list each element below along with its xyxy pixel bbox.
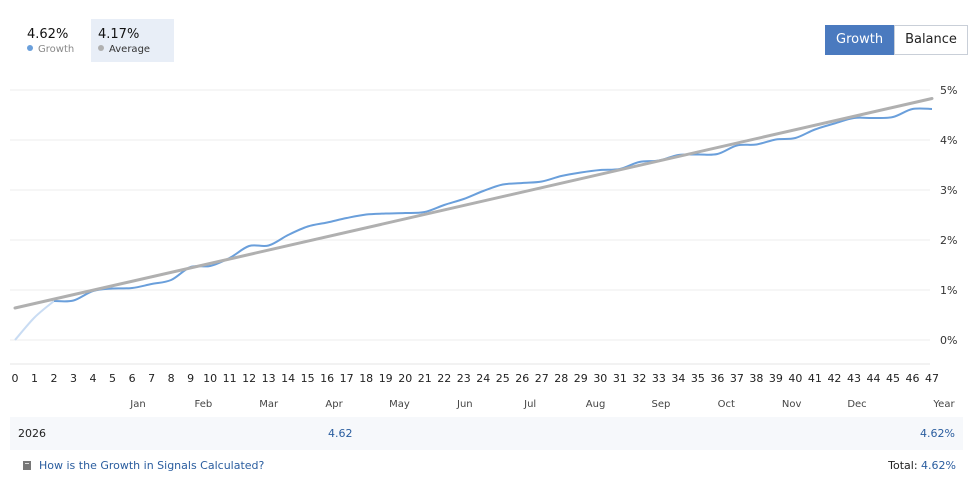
x-tick-label: 7 bbox=[148, 372, 155, 385]
x-tick-label: 33 bbox=[652, 372, 666, 385]
month-label: Apr bbox=[325, 399, 343, 410]
chart-mode-toggle: Growth Balance bbox=[825, 25, 968, 55]
year-axis-label: Year bbox=[932, 399, 955, 410]
x-tick-label: 25 bbox=[496, 372, 510, 385]
x-tick-label: 45 bbox=[886, 372, 900, 385]
y-tick-label: 1% bbox=[940, 284, 957, 297]
growth-value: 4.62% bbox=[27, 27, 69, 42]
x-tick-label: 20 bbox=[398, 372, 412, 385]
x-tick-label: 14 bbox=[281, 372, 295, 385]
growth-button[interactable]: Growth bbox=[825, 25, 895, 55]
year-row: 2026 4.62 4.62% bbox=[10, 417, 963, 450]
x-tick-label: 29 bbox=[574, 372, 588, 385]
x-tick-label: 30 bbox=[593, 372, 607, 385]
y-tick-label: 2% bbox=[940, 234, 957, 247]
x-tick-label: 38 bbox=[749, 372, 763, 385]
growth-line bbox=[53, 107, 933, 303]
x-tick-label: 28 bbox=[554, 372, 568, 385]
book-icon bbox=[23, 461, 31, 470]
x-tick-label: 22 bbox=[437, 372, 451, 385]
x-tick-label: 8 bbox=[168, 372, 175, 385]
month-label: Nov bbox=[782, 399, 802, 410]
legend-growth[interactable]: 4.62% Growth bbox=[20, 19, 90, 62]
total-value: 4.62% bbox=[921, 459, 956, 472]
x-tick-label: 16 bbox=[320, 372, 334, 385]
growth-chart: 0%1%2%3%4%5%0 1 2 3 4 5 6 7 8 9 10 11 12 13 14 15 16 17 18… bbox=[10, 84, 957, 410]
x-tick-label: 39 bbox=[769, 372, 783, 385]
footer-total: Total: 4.62% bbox=[888, 459, 956, 472]
x-tick-label: 46 bbox=[905, 372, 919, 385]
month-label: Mar bbox=[259, 399, 279, 410]
x-tick-label: 27 bbox=[535, 372, 549, 385]
legend-average[interactable]: 4.17% Average bbox=[91, 19, 174, 62]
x-tick-label: 35 bbox=[691, 372, 705, 385]
x-tick-label: 5 bbox=[109, 372, 116, 385]
x-tick-label: 32 bbox=[632, 372, 646, 385]
average-dot-icon bbox=[98, 45, 104, 51]
x-tick-label: 41 bbox=[808, 372, 822, 385]
x-tick-label: 19 bbox=[379, 372, 393, 385]
x-tick-label: 3 bbox=[70, 372, 77, 385]
y-tick-label: 5% bbox=[940, 84, 957, 97]
x-tick-label: 4 bbox=[90, 372, 97, 385]
x-tick-label: 11 bbox=[223, 372, 237, 385]
month-label: Oct bbox=[718, 399, 735, 410]
x-tick-label: 24 bbox=[476, 372, 490, 385]
balance-button[interactable]: Balance bbox=[894, 25, 968, 55]
x-tick-label: 6 bbox=[129, 372, 136, 385]
x-tick-label: 43 bbox=[847, 372, 861, 385]
month-label: Aug bbox=[586, 399, 606, 410]
x-tick-label: 12 bbox=[242, 372, 256, 385]
total-label: Total: bbox=[888, 459, 918, 472]
month-label: Feb bbox=[195, 399, 213, 410]
month-label: Jul bbox=[523, 399, 536, 410]
y-tick-label: 4% bbox=[940, 134, 957, 147]
month-label: Sep bbox=[651, 399, 670, 410]
x-tick-label: 26 bbox=[515, 372, 529, 385]
growth-initial-line bbox=[14, 300, 55, 341]
x-tick-label: 36 bbox=[710, 372, 724, 385]
x-tick-label: 2 bbox=[51, 372, 58, 385]
year-label: 2026 bbox=[18, 427, 46, 440]
month-label: May bbox=[389, 399, 410, 410]
x-tick-label: 34 bbox=[671, 372, 685, 385]
growth-legend-label: Growth bbox=[27, 44, 74, 55]
average-line bbox=[13, 97, 934, 310]
x-tick-label: 15 bbox=[301, 372, 315, 385]
growth-dot-icon bbox=[27, 45, 33, 51]
x-tick-label: 31 bbox=[613, 372, 627, 385]
x-tick-label: 21 bbox=[418, 372, 432, 385]
x-tick-label: 37 bbox=[730, 372, 744, 385]
x-tick-label: 10 bbox=[203, 372, 217, 385]
growth-label: Growth bbox=[38, 44, 75, 55]
calculation-help-text: How is the Growth in Signals Calculated? bbox=[39, 459, 265, 472]
month-label: Dec bbox=[847, 399, 866, 410]
average-value: 4.17% bbox=[98, 27, 140, 42]
y-tick-label: 0% bbox=[940, 334, 957, 347]
x-tick-label: 18 bbox=[359, 372, 373, 385]
x-tick-label: 17 bbox=[340, 372, 354, 385]
y-tick-label: 3% bbox=[940, 184, 957, 197]
x-tick-label: 40 bbox=[788, 372, 802, 385]
x-tick-label: 47 bbox=[925, 372, 939, 385]
x-tick-label: 1 bbox=[31, 372, 38, 385]
x-tick-label: 13 bbox=[262, 372, 276, 385]
x-tick-label: 9 bbox=[187, 372, 194, 385]
x-tick-label: 44 bbox=[866, 372, 880, 385]
x-tick-label: 0 bbox=[12, 372, 19, 385]
average-legend-label: Average bbox=[98, 44, 150, 55]
x-tick-label: 23 bbox=[457, 372, 471, 385]
year-value: 4.62 bbox=[328, 427, 353, 440]
month-label: Jan bbox=[129, 399, 145, 410]
x-tick-label: 42 bbox=[827, 372, 841, 385]
year-total: 4.62% bbox=[920, 427, 955, 440]
average-label: Average bbox=[109, 44, 151, 55]
month-label: Jun bbox=[456, 399, 473, 410]
calculation-help-link[interactable]: How is the Growth in Signals Calculated? bbox=[23, 459, 264, 472]
